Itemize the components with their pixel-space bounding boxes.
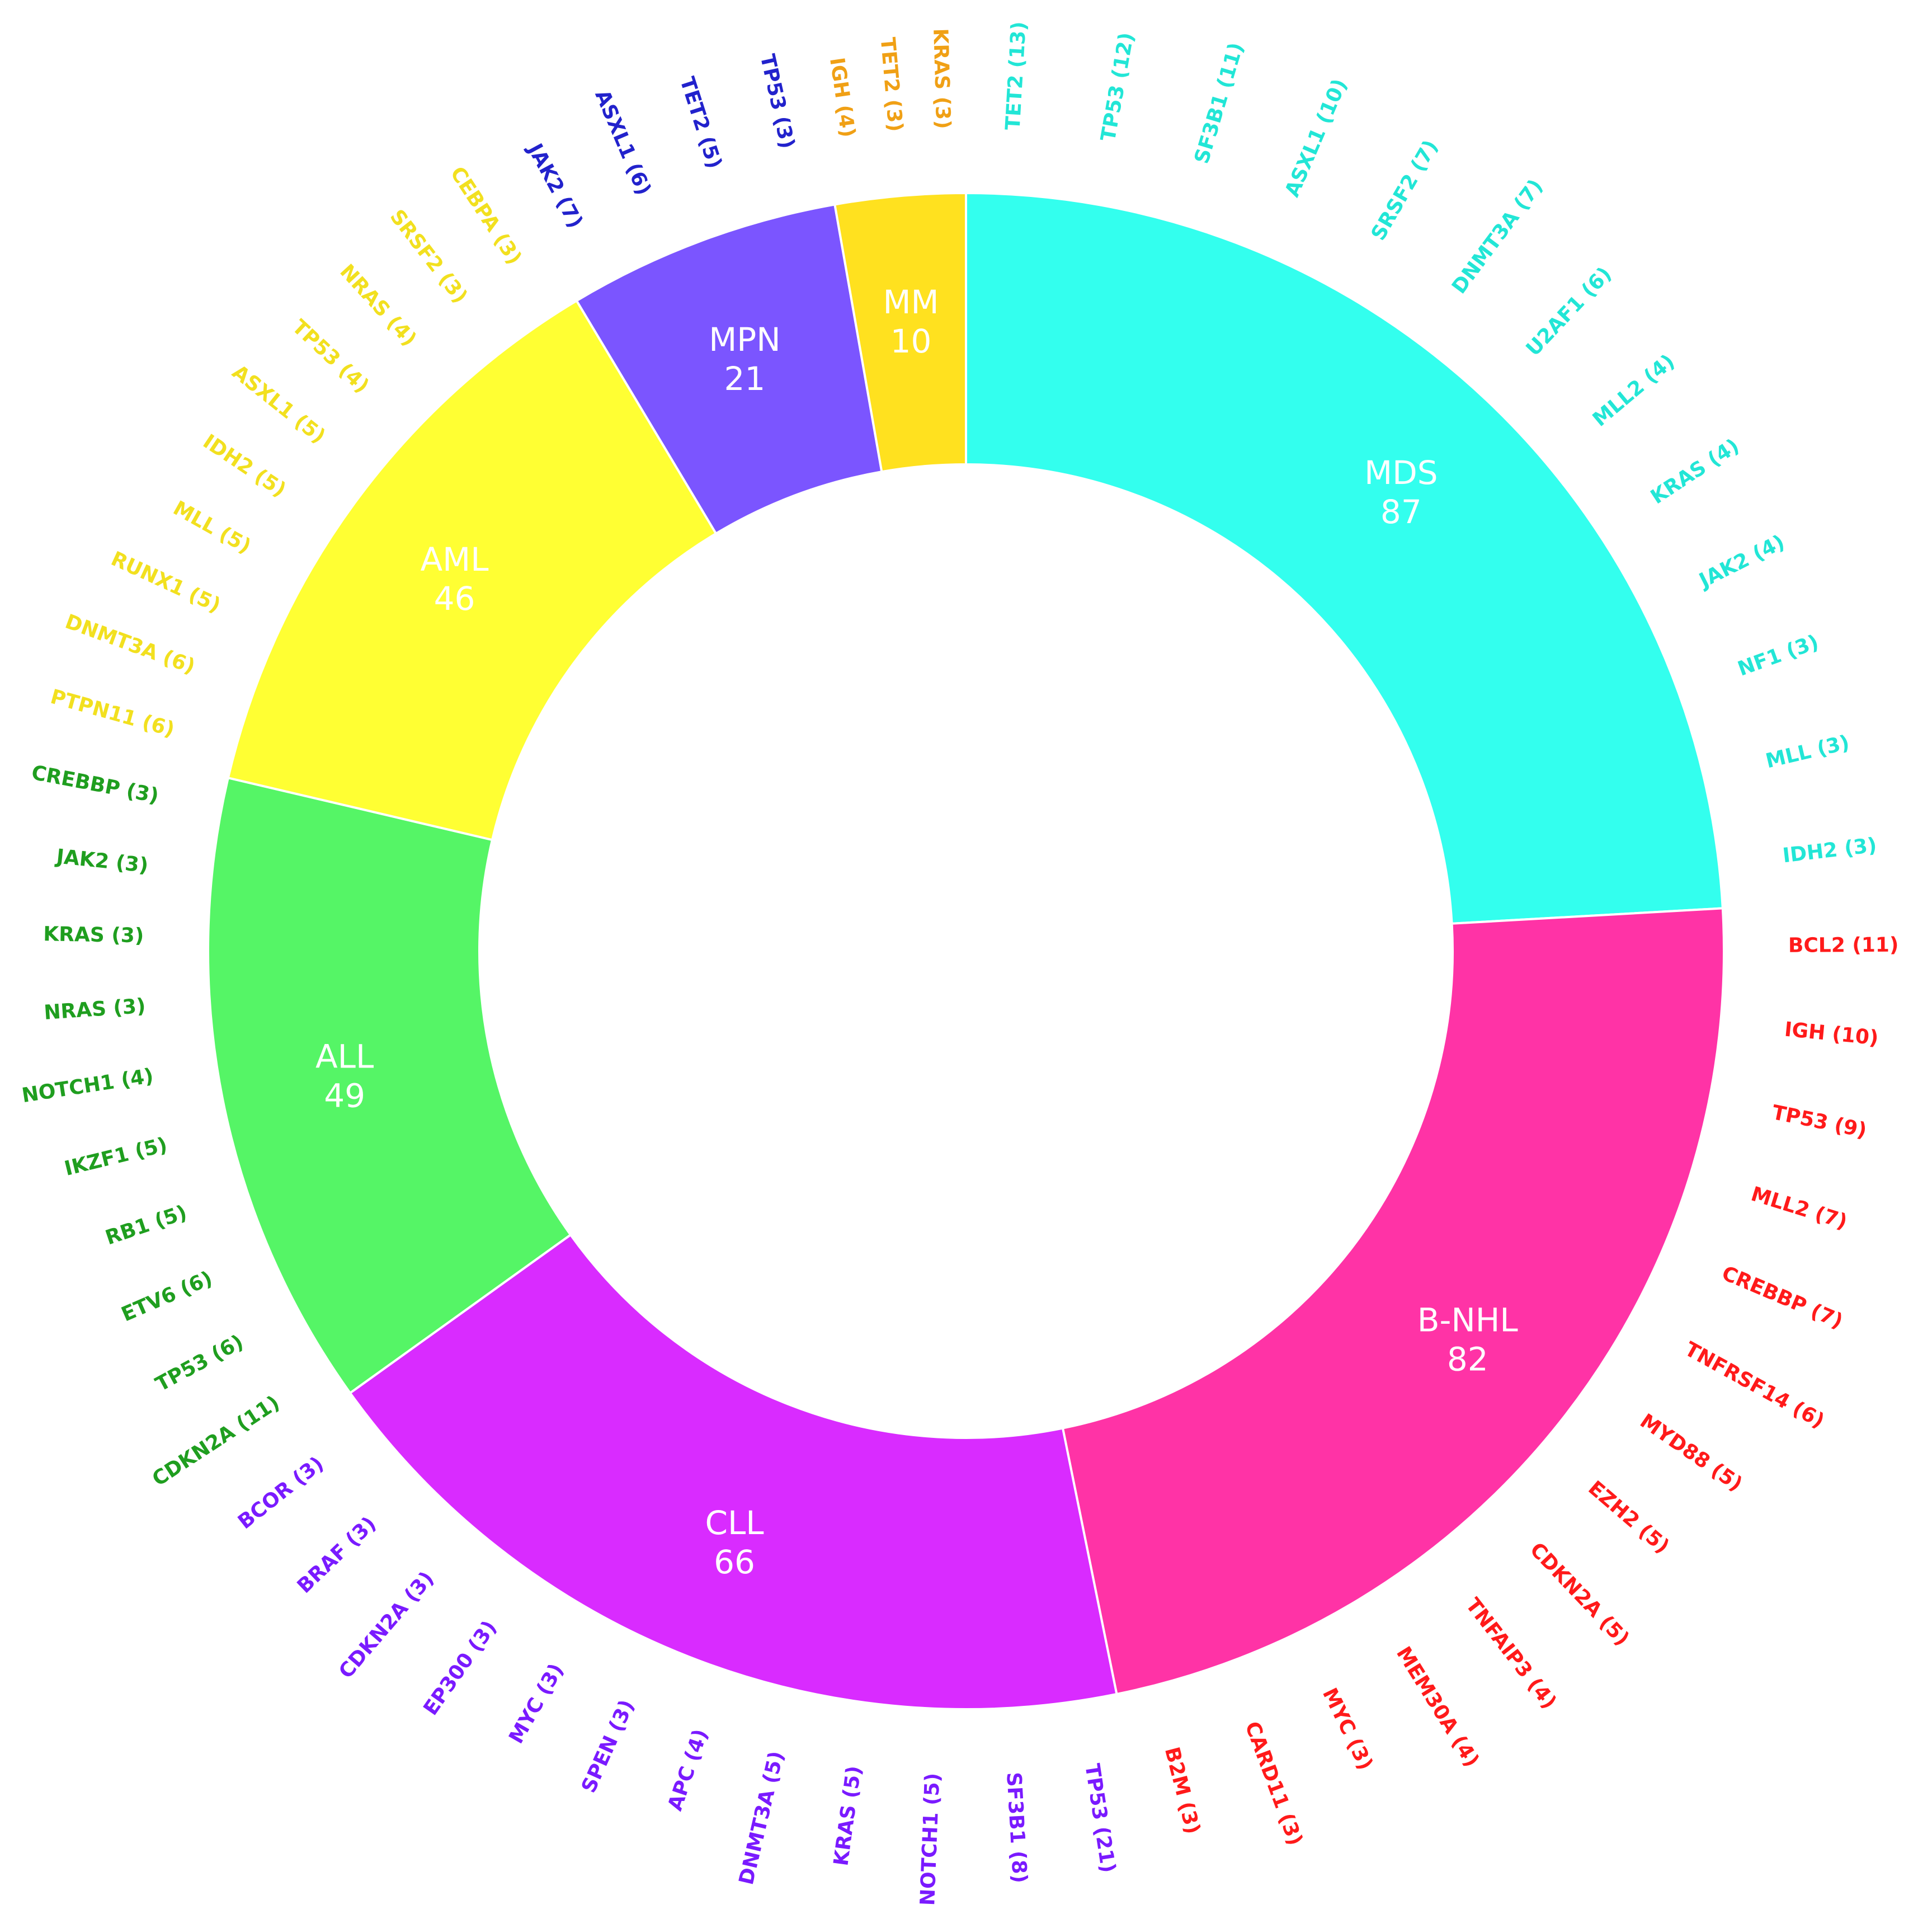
gene-label-mds-tet2-13: TET2 (13)	[1002, 21, 1031, 130]
gene-label-mds-u2af1-6: U2AF1 (6)	[1522, 262, 1617, 360]
segment-value-all: 49	[324, 1076, 365, 1114]
segment-value-aml: 46	[434, 580, 475, 618]
gene-label-b-nhl-card11-3: CARD11 (3)	[1240, 1719, 1307, 1849]
gene-label-aml-tp53-4: TP53 (4)	[288, 316, 373, 398]
gene-label-cll-dnmt3a-5: DNMT3A (5)	[735, 1749, 789, 1887]
gene-label-all-jak2-3: JAK2 (3)	[54, 845, 149, 877]
gene-label-aml-cebpa-3: CEBPA (3)	[446, 163, 526, 269]
segment-value-mpn: 21	[724, 360, 766, 398]
gene-label-mds-nf1-3: NF1 (3)	[1735, 631, 1822, 681]
gene-label-aml-runx1-5: RUNX1 (5)	[107, 547, 224, 617]
gene-label-b-nhl-igh-10: IGH (10)	[1783, 1018, 1879, 1050]
gene-label-cll-myc-3: MYC (3)	[505, 1659, 568, 1747]
gene-label-b-nhl-cdkn2a-5: CDKN2A (5)	[1525, 1538, 1634, 1650]
gene-label-all-etv6-6: ETV6 (6)	[118, 1267, 216, 1326]
gene-label-b-nhl-mem30a-4: MEM30A (4)	[1392, 1643, 1483, 1771]
gene-label-mds-mll2-4: MLL2 (4)	[1589, 350, 1679, 431]
gene-label-cll-notch1-5: NOTCH1 (5)	[916, 1772, 944, 1906]
gene-label-aml-mll-5: MLL (5)	[169, 497, 255, 558]
gene-label-mpn-asxl1-6: ASXL1 (6)	[590, 87, 655, 199]
gene-label-cll-cdkn2a-3: CDKN2A (3)	[334, 1567, 439, 1683]
segment-name-mm: MM	[883, 283, 939, 321]
gene-label-mds-sf3b1-11: SF3B1 (11)	[1190, 40, 1248, 166]
gene-label-mds-asxl1-10: ASXL1 (10)	[1281, 76, 1352, 200]
gene-label-aml-ptpn11-6: PTPN11 (6)	[48, 685, 177, 741]
gene-label-b-nhl-myc-3: MYC (3)	[1318, 1685, 1377, 1774]
gene-label-cll-bcor-3: BCOR (3)	[234, 1452, 328, 1534]
gene-label-mds-dnmt3a-7: DNMT3A (7)	[1448, 175, 1548, 298]
gene-label-all-tp53-6: TP53 (6)	[152, 1330, 247, 1396]
gene-label-mds-tp53-12: TP53 (12)	[1097, 31, 1139, 143]
gene-label-all-notch1-4: NOTCH1 (4)	[20, 1065, 155, 1108]
slice-b-nhl	[1061, 907, 1725, 1696]
gene-label-mm-igh-4: IGH (4)	[825, 56, 859, 139]
gene-label-aml-dnmt3a-6: DNMT3A (6)	[62, 610, 198, 679]
slice-all	[207, 776, 572, 1395]
gene-label-all-cdkn2a-11: CDKN2A (11)	[148, 1391, 284, 1491]
gene-label-aml-nras-4: NRAS (4)	[335, 260, 421, 351]
gene-label-cll-kras-5: KRAS (5)	[830, 1765, 866, 1868]
slice-mds	[965, 191, 1724, 925]
segment-value-mds: 87	[1380, 493, 1422, 531]
donut-slices	[207, 191, 1725, 1710]
gene-label-mds-jak2-4: JAK2 (4)	[1694, 530, 1788, 593]
gene-label-all-nras-3: NRAS (3)	[43, 995, 147, 1024]
gene-label-b-nhl-mll2-7: MLL2 (7)	[1749, 1183, 1850, 1234]
segment-name-mpn: MPN	[709, 321, 780, 359]
gene-label-mpn-jak2-7: JAK2 (7)	[522, 139, 587, 232]
gene-label-mm-kras-3: KRAS (3)	[929, 28, 954, 129]
gene-label-mpn-tet2-5: TET2 (5)	[675, 74, 726, 172]
gene-label-all-ikzf1-5: IKZF1 (5)	[62, 1134, 169, 1181]
gene-label-all-crebbp-3: CREBBP (3)	[30, 761, 161, 808]
segment-value-mm: 10	[890, 322, 932, 360]
gene-label-b-nhl-myd88-5: MYD88 (5)	[1636, 1409, 1746, 1496]
gene-label-mds-mll-3: MLL (3)	[1764, 731, 1852, 773]
gene-label-mm-tet2-3: TET2 (3)	[876, 36, 907, 133]
segment-name-all: ALL	[315, 1037, 374, 1075]
gene-label-all-kras-3: KRAS (3)	[43, 923, 144, 947]
gene-label-cll-braf-3: BRAF (3)	[293, 1512, 381, 1598]
gene-label-b-nhl-b2m-3: B2M (3)	[1160, 1744, 1204, 1836]
segment-value-b-nhl: 82	[1447, 1341, 1488, 1379]
segment-name-aml: AML	[421, 540, 489, 579]
gene-label-aml-idh2-5: IDH2 (5)	[199, 430, 290, 502]
segment-name-b-nhl: B-NHL	[1417, 1301, 1518, 1339]
segment-name-cll: CLL	[705, 1504, 764, 1542]
gene-label-b-nhl-tp53-9: TP53 (9)	[1770, 1101, 1868, 1142]
gene-label-cll-apc-4: APC (4)	[663, 1726, 712, 1813]
slice-cll	[348, 1233, 1118, 1710]
gene-label-all-rb1-5: RB1 (5)	[102, 1201, 190, 1250]
gene-label-cll-spen-3: SPEN (3)	[577, 1696, 639, 1797]
gene-label-mds-idh2-3: IDH2 (3)	[1782, 834, 1878, 867]
segment-value-cll: 66	[714, 1543, 755, 1581]
gene-label-b-nhl-bcl2-11: BCL2 (11)	[1788, 934, 1899, 957]
gene-label-mds-kras-4: KRAS (4)	[1647, 434, 1743, 509]
gene-label-b-nhl-tnfrsf14-6: TNFRSF14 (6)	[1681, 1338, 1828, 1433]
gene-label-b-nhl-crebbp-7: CREBBP (7)	[1718, 1262, 1846, 1333]
gene-label-mds-srsf2-7: SRSF2 (7)	[1367, 136, 1443, 244]
segment-name-mds: MDS	[1364, 454, 1438, 492]
gene-label-mpn-tp53-3: TP53 (3)	[756, 52, 799, 151]
gene-label-aml-srsf2-3: SRSF2 (3)	[385, 205, 472, 308]
gene-label-cll-tp53-21: TP53 (21)	[1080, 1762, 1119, 1875]
gene-label-aml-asxl1-5: ASXL1 (5)	[228, 360, 329, 448]
slice-aml	[227, 299, 718, 841]
gene-label-cll-ep300-3: EP300 (3)	[419, 1616, 501, 1719]
gene-label-b-nhl-tnfaip3-4: TNFAIP3 (4)	[1461, 1594, 1561, 1714]
gene-label-b-nhl-ezh2-5: EZH2 (5)	[1584, 1476, 1674, 1558]
gene-label-cll-sf3b1-8: SF3B1 (8)	[1002, 1771, 1031, 1884]
slice-mm	[833, 191, 967, 473]
